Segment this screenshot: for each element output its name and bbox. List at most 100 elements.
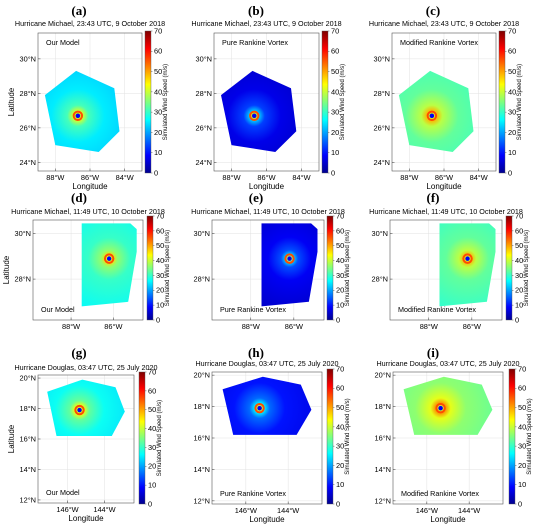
y-tick-label: 24°N: [19, 158, 36, 167]
colorbar-tick-label: 40: [336, 422, 344, 431]
y-tick-label: 30°N: [14, 229, 31, 238]
colorbar-tick-label: 20: [515, 286, 523, 295]
colorbar-label: Simulated Wind Speed (m/s): [157, 400, 163, 476]
y-tick-label: 14°N: [193, 465, 210, 474]
panel-title: Hurricane Michael, 11:49 UTC, 10 October…: [369, 207, 523, 216]
y-axis-label: Latitude: [2, 255, 11, 284]
y-tick-label: 16°N: [193, 434, 210, 443]
panel-letter: (a): [71, 3, 86, 18]
colorbar-tick-label: 70: [148, 367, 156, 376]
colorbar-tick-label: 10: [154, 148, 162, 157]
colorbar-tick-label: 0: [156, 315, 160, 324]
colorbar: [321, 30, 329, 174]
panel-c: (c)Hurricane Michael, 23:43 UTC, 9 Octob…: [369, 3, 523, 191]
x-tick-label: 146°W: [416, 506, 438, 515]
eyewall-ring: [74, 404, 85, 416]
y-tick-label: 28°N: [371, 275, 388, 284]
colorbar-tick-label: 40: [336, 256, 344, 265]
colorbar-tick-label: 70: [336, 211, 344, 220]
model-label: Modified Rankine Vortex: [398, 305, 476, 314]
colorbar-tick-label: 20: [336, 286, 344, 295]
model-label: Modified Rankine Vortex: [401, 489, 479, 498]
y-tick-label: 30°N: [19, 54, 36, 63]
axes-frame: [32, 219, 144, 321]
colorbar-tick-label: 40: [508, 87, 516, 96]
y-tick-label: 16°N: [19, 435, 36, 444]
wind-field: [398, 70, 474, 152]
colorbar-tick-label: 0: [336, 499, 340, 508]
y-tick-label: 18°N: [19, 404, 36, 413]
eyewall-ring: [462, 253, 473, 264]
storm-eye: [287, 256, 292, 261]
panel-d: (d) Hurricane Michael, 11:49 UTC, 10 Octo…: [2, 190, 171, 331]
panel-letter: (b): [248, 3, 264, 18]
y-tick-label: 26°N: [373, 123, 390, 132]
model-label: Modified Rankine Vortex: [400, 38, 478, 47]
y-tick-label: 20°N: [193, 371, 210, 380]
x-tick-label: 88°W: [46, 173, 64, 182]
colorbar-tick-label: 40: [331, 87, 339, 96]
colorbar-tick-label: 30: [508, 108, 516, 117]
eyewall-ring: [426, 110, 438, 122]
colorbar-tick-label: 20: [156, 286, 164, 295]
wind-field: [81, 223, 137, 307]
x-tick-label: 88°W: [242, 322, 260, 331]
panel-letter: (e): [249, 190, 263, 205]
colorbar-label: Simulated Wind Speed (m/s): [345, 230, 351, 306]
colorbar-tick-label: 0: [518, 499, 522, 508]
wind-field: [221, 70, 297, 152]
colorbar-tick-label: 60: [331, 47, 339, 56]
colorbar-tick-label: 70: [156, 211, 164, 220]
colorbar-tick-label: 0: [331, 168, 335, 177]
colorbar-tick-label: 20: [154, 128, 162, 137]
eyewall-ring: [103, 253, 115, 264]
y-tick-label: 14°N: [19, 465, 36, 474]
panel-title: Hurricane Michael, 23:43 UTC, 9 October …: [191, 19, 341, 28]
colorbar-tick-label: 10: [148, 481, 156, 490]
colorbar-tick-label: 0: [515, 315, 519, 324]
colorbar-tick-label: 50: [515, 241, 523, 250]
model-label: Our Model: [46, 38, 80, 47]
colorbar-tick-label: 60: [336, 384, 344, 393]
colorbar: [144, 30, 152, 174]
model-label: Our Model: [41, 305, 75, 314]
model-label: Our Model: [46, 488, 80, 497]
x-tick-label: 144°W: [277, 506, 299, 515]
colorbar-tick-label: 60: [515, 226, 523, 235]
y-tick-label: 12°N: [374, 496, 391, 505]
x-tick-label: 86°W: [81, 173, 99, 182]
colorbar-label: Simulated Wind Speed (m/s): [165, 230, 171, 306]
colorbar-tick-label: 10: [515, 301, 523, 310]
colorbar: [326, 368, 334, 505]
panel-letter: (c): [426, 3, 440, 18]
colorbar-label: Simulated Wind Speed (m/s): [345, 398, 351, 474]
colorbar-tick-label: 10: [336, 480, 344, 489]
colorbar-label: Simulated Wind Speed (m/s): [517, 64, 523, 140]
colorbar-label: Simulated Wind Speed (m/s): [340, 64, 346, 140]
x-tick-label: 88°W: [420, 322, 438, 331]
colorbar-tick-label: 0: [154, 168, 158, 177]
colorbar-tick-label: 20: [336, 461, 344, 470]
panel-g: (g) Hurricane Douglas, 03:47 UTC, 25 July…: [7, 345, 163, 523]
y-tick-label: 30°N: [195, 54, 212, 63]
y-tick-label: 12°N: [19, 496, 36, 505]
y-tick-label: 24°N: [195, 158, 212, 167]
x-axis-label: Longitude: [72, 182, 108, 191]
y-tick-label: 30°N: [373, 54, 390, 63]
colorbar-tick-label: 40: [515, 256, 523, 265]
model-label: Pure Rankine Vortex: [220, 489, 286, 498]
x-tick-label: 84°W: [470, 173, 488, 182]
colorbar-tick-label: 30: [336, 271, 344, 280]
colorbar-tick-label: 20: [148, 462, 156, 471]
y-tick-label: 28°N: [195, 89, 212, 98]
panel-i: (i)Hurricane Douglas, 03:47 UTC, 25 July…: [374, 345, 533, 524]
x-axis-label: Longitude: [249, 515, 285, 524]
colorbar-tick-label: 50: [156, 241, 164, 250]
y-tick-label: 28°N: [193, 275, 210, 284]
colorbar: [146, 215, 154, 321]
colorbar: [505, 215, 513, 321]
x-tick-label: 144°W: [93, 505, 115, 514]
y-axis-label: Latitude: [7, 87, 16, 116]
x-tick-label: 86°W: [104, 322, 122, 331]
